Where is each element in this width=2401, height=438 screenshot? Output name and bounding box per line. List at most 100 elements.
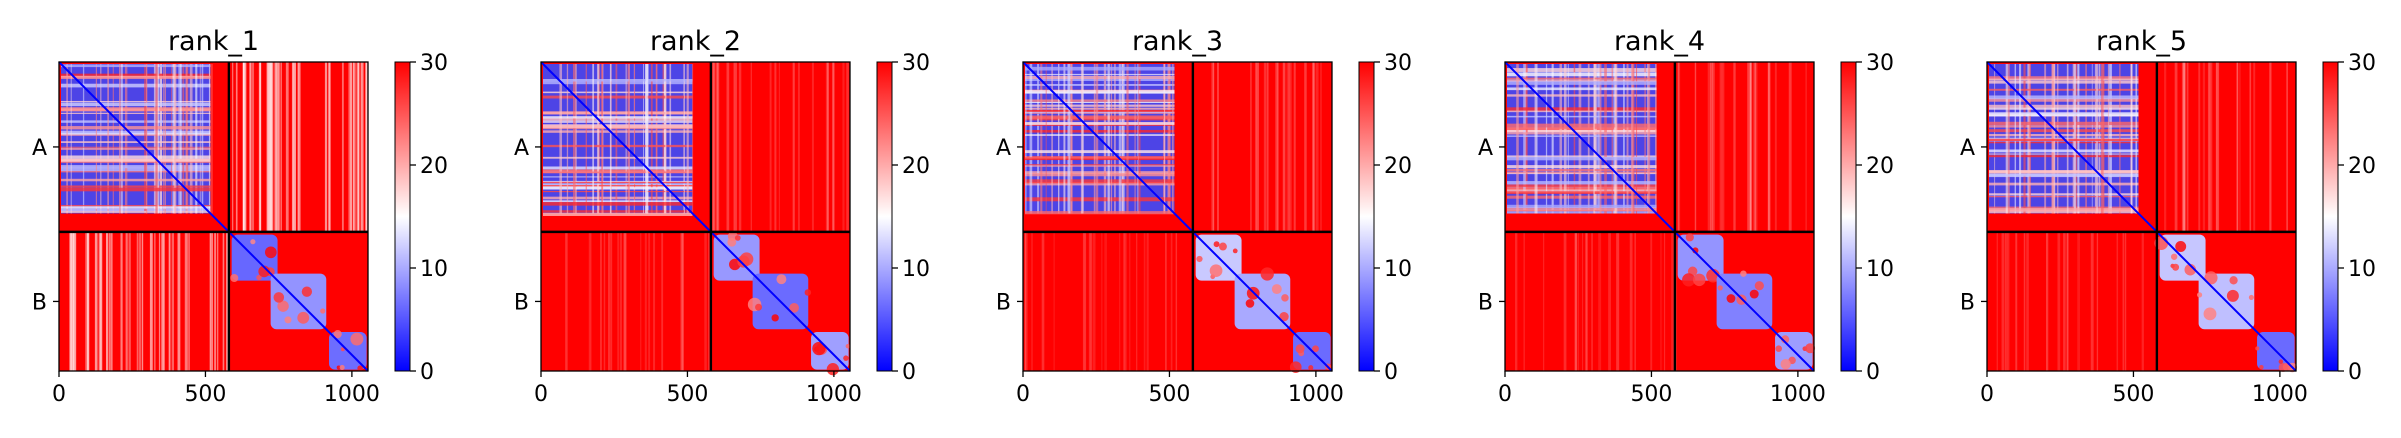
interchain-stripe [1129,231,1131,371]
interchain-stripe [266,62,269,232]
interchain-stripe [1312,62,1315,232]
chain-b-speckle [1196,255,1203,263]
interchain-stripe [2015,231,2018,371]
interchain-stripe [71,231,75,371]
chain-b-speckle [2278,359,2284,364]
chain-a-stripe-v [1051,64,1053,214]
chain-a-stripe-v [1599,64,1602,214]
chain-a-stripe-h [61,130,211,134]
chain-a-stripe-v [66,64,68,214]
chain-b-speckle [1281,294,1289,302]
chain-a-stripe-v [210,64,213,214]
chain-b-speckle [1726,294,1736,303]
chain-a-stripe-h [1507,206,1657,211]
interchain-stripe [1275,62,1279,232]
chain-b-speckle [789,303,799,313]
interchain-stripe [2249,62,2252,232]
interchain-stripe [708,231,711,371]
interchain-stripe [270,62,274,232]
chain-a-stripe-v [2053,64,2056,214]
interchain-stripe [1146,231,1149,371]
chain-b-speckle [1260,267,1274,281]
interchain-stripe [293,62,296,232]
interchain-stripe [644,231,647,371]
interchain-stripe [209,231,211,371]
interchain-stripe [214,231,216,371]
interchain-stripe [362,62,364,232]
chain-a-stripe-h [1989,149,2139,153]
interchain-stripe [2183,62,2185,232]
chain-a-stripe-v [179,64,182,214]
interchain-stripe [356,62,359,232]
chain-a-stripe-h [1989,210,2139,214]
x-tick-label: 0 [52,382,66,407]
chain-a-stripe-h [1025,104,1175,107]
interchain-stripe [1514,231,1518,371]
interchain-stripe [2236,62,2239,232]
colorbar-tick-label: 30 [2348,51,2376,76]
interchain-stripe [1254,62,1257,232]
chain-a-stripe-v [1045,64,1047,214]
interchain-stripe [73,231,77,371]
chain-a-stripe-v [1040,64,1043,214]
chain-a-stripe-h [1989,125,2139,128]
colorbar [1841,62,1856,371]
interchain-stripe [266,62,270,232]
chain-a-stripe-h [61,107,211,112]
interchain-stripe [138,231,142,371]
chain-a-stripe-v [2109,64,2112,214]
chain-b-speckle [755,303,762,311]
chain-b-speckle [1754,281,1764,291]
interchain-stripe [324,62,328,232]
heatmap-panel-3: rank_3 0 500 1000 A B 0 10 20 30 [996,26,1412,407]
chain-a-stripe-h [1989,182,2139,186]
chain-a-stripe-v [1559,64,1562,214]
chain-b-speckle [336,365,341,370]
panel-title: rank_2 [650,26,741,57]
interchain-stripe [2210,62,2213,232]
interchain-stripe [711,62,715,232]
chain-b-speckle [1209,264,1223,278]
chain-a-stripe-v [645,64,649,214]
interchain-stripe [1747,62,1750,232]
chain-a-stripe-v [2057,64,2059,214]
interchain-stripe [2164,62,2167,232]
chain-b-speckle [826,363,839,376]
interchain-stripe [249,62,251,232]
axes-frame [1022,61,1333,372]
chain-a-stripe-h [61,126,211,130]
x-tick-label: 0 [1016,382,1030,407]
chain-a-stripe-h [1025,156,1175,160]
chain-a-stripe-v [683,64,684,214]
interchain-stripe [360,62,363,232]
x-tick-label: 1000 [324,382,380,407]
chain-b-speckle [776,274,787,285]
interchain-stripe [136,231,139,371]
interchain-stripe [280,62,282,232]
colorbar [1359,62,1374,371]
chain-a-stripe-v [164,64,166,214]
interchain-stripe [653,231,656,371]
interchain-stripe [565,231,568,371]
interchain-stripe [1277,62,1279,232]
interchain-stripe [774,62,777,232]
chain-a-stripe-h [61,210,211,213]
chain-a-stripe-h [1989,113,2139,117]
chain-a-stripe-h [61,141,211,143]
chain-a-stripe-v [597,64,601,214]
interchain-stripe [1082,231,1086,371]
colorbar-tick-label: 10 [420,257,448,282]
chain-b-speckle [1780,358,1791,370]
chain-a-stripe-v [662,64,665,214]
chain-a-stripe-h [543,112,693,115]
chain-b-speckle [2203,307,2217,321]
interchain-stripe [832,62,836,232]
chain-b-speckle [2175,241,2187,252]
chain-a-stripe-h [543,169,693,172]
chain-a-stripe-h [543,95,693,99]
interchain-stripe [2198,62,2201,232]
colorbar-tick-label: 30 [420,51,448,76]
interchain-stripe [2026,231,2029,371]
interchain-stripe [827,62,829,232]
chain-a-stripe-v [119,64,121,214]
